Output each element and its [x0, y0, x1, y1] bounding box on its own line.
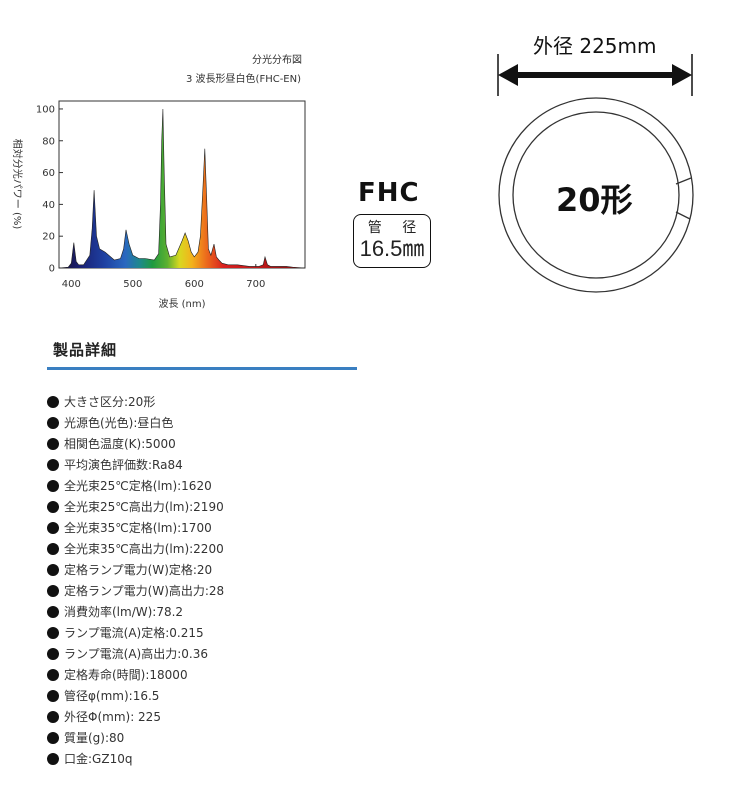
y-tick-label: 40 [42, 200, 55, 211]
spec-item: 管径φ(mm):16.5 [47, 686, 224, 707]
spec-item: 全光束35℃高出力(lm):2200 [47, 539, 224, 560]
bullet-icon [47, 669, 59, 681]
ring-size-label: 20形 [556, 181, 633, 219]
spec-text: 口金:GZ10q [64, 752, 133, 766]
spec-text: 平均演色評価数:Ra84 [64, 458, 183, 472]
ring-connector-line-bottom [675, 211, 691, 220]
spectrum-chart: 0 20 40 60 80 100 400 500 600 700 相対分光パワー (%) 波長 … [11, 100, 306, 310]
y-tick-label: 0 [49, 264, 55, 275]
bullet-icon [47, 501, 59, 513]
spec-text: 光源色(光色):昼白色 [64, 416, 174, 430]
bullet-icon [47, 711, 59, 723]
x-tick-label: 500 [123, 279, 142, 290]
tube-diameter-value: 16.5㎜ [359, 236, 425, 261]
y-tick-label: 100 [36, 104, 55, 115]
arrow-right-icon [672, 64, 692, 86]
x-tick-label: 600 [185, 279, 204, 290]
spec-text: ランプ電流(A)高出力:0.36 [64, 647, 208, 661]
spec-text: 消費効率(lm/W):78.2 [64, 605, 184, 619]
spec-item: 消費効率(lm/W):78.2 [47, 602, 224, 623]
chart-title: 分光分布図 [252, 55, 302, 66]
bullet-icon [47, 459, 59, 471]
bullet-icon [47, 606, 59, 618]
arrow-left-icon [498, 64, 518, 86]
bullet-icon [47, 543, 59, 555]
x-tick-label: 400 [62, 279, 81, 290]
spec-text: 管径φ(mm):16.5 [64, 689, 160, 703]
bullet-icon [47, 417, 59, 429]
spec-text: 定格ランプ電力(W)定格:20 [64, 563, 213, 577]
spec-item: 口金:GZ10q [47, 749, 224, 770]
spec-text: ランプ電流(A)定格:0.215 [64, 626, 204, 640]
ring-outer-circle [498, 97, 694, 293]
spec-item: 大きさ区分:20形 [47, 392, 224, 413]
tube-diameter-label: 管 径 [367, 220, 425, 236]
spec-list: 大きさ区分:20形光源色(光色):昼白色 相関色温度(K):5000 平均演色評価数… [47, 392, 224, 770]
bullet-icon [47, 585, 59, 597]
spec-text: 定格寿命(時間):18000 [64, 668, 188, 682]
spec-item: 定格寿命(時間):18000 [47, 665, 224, 686]
heading-underline [47, 367, 357, 370]
tube-diameter-box: 管 径 16.5㎜ [353, 214, 431, 268]
x-axis-label: 波長 (nm) [158, 297, 205, 310]
y-tick-label: 80 [42, 136, 55, 147]
spectrum-line [58, 108, 306, 269]
ring-diagram [497, 54, 694, 293]
bullet-icon [47, 564, 59, 576]
spec-item: 定格ランプ電力(W)定格:20 [47, 560, 224, 581]
spec-item: 質量(g):80 [47, 728, 224, 749]
spec-text: 質量(g):80 [64, 731, 125, 745]
spec-text: 全光束25℃高出力(lm):2190 [64, 500, 224, 514]
chart-subtitle: 3 波長形昼白色(FHC-EN) [186, 74, 302, 85]
bullet-icon [47, 753, 59, 765]
spec-text: 外径Φ(mm): 225 [64, 710, 161, 724]
spec-text: 全光束35℃高出力(lm):2200 [64, 542, 224, 556]
bullet-icon [47, 396, 59, 408]
spec-text: 定格ランプ電力(W)高出力:28 [64, 584, 225, 598]
y-axis-label: 相対分光パワー (%) [11, 139, 24, 230]
spec-item: 全光束35℃定格(lm):1700 [47, 518, 224, 539]
spec-item: 全光束25℃定格(lm):1620 [47, 476, 224, 497]
bullet-icon [47, 438, 59, 450]
spec-text: 全光束35℃定格(lm):1700 [64, 521, 212, 535]
bullet-icon [47, 648, 59, 660]
spec-item: 光源色(光色):昼白色 [47, 413, 224, 434]
y-tick-label: 20 [42, 232, 55, 243]
bullet-icon [47, 480, 59, 492]
y-tick-label: 60 [42, 168, 55, 179]
spec-item: 外径Φ(mm): 225 [47, 707, 224, 728]
spec-item: ランプ電流(A)高出力:0.36 [47, 644, 224, 665]
x-tick-label: 700 [246, 279, 265, 290]
spec-text: 相関色温度(K):5000 [64, 437, 176, 451]
spec-item: 全光束25℃高出力(lm):2190 [47, 497, 224, 518]
ring-inner-circle [512, 111, 680, 279]
spec-item: 相関色温度(K):5000 [47, 434, 224, 455]
fhc-model-label: FHC [358, 178, 420, 208]
spec-text: 全光束25℃定格(lm):1620 [64, 479, 212, 493]
spec-item: 定格ランプ電力(W)高出力:28 [47, 581, 224, 602]
section-heading: 製品詳細 [53, 341, 118, 359]
bullet-icon [47, 522, 59, 534]
bullet-icon [47, 627, 59, 639]
bullet-icon [47, 732, 59, 744]
ring-connector-line-top [675, 177, 692, 185]
spec-text: 大きさ区分:20形 [64, 395, 156, 409]
spec-item: 平均演色評価数:Ra84 [47, 455, 224, 476]
outer-diameter-label: 外径 225mm [533, 34, 657, 58]
spec-item: ランプ電流(A)定格:0.215 [47, 623, 224, 644]
bullet-icon [47, 690, 59, 702]
